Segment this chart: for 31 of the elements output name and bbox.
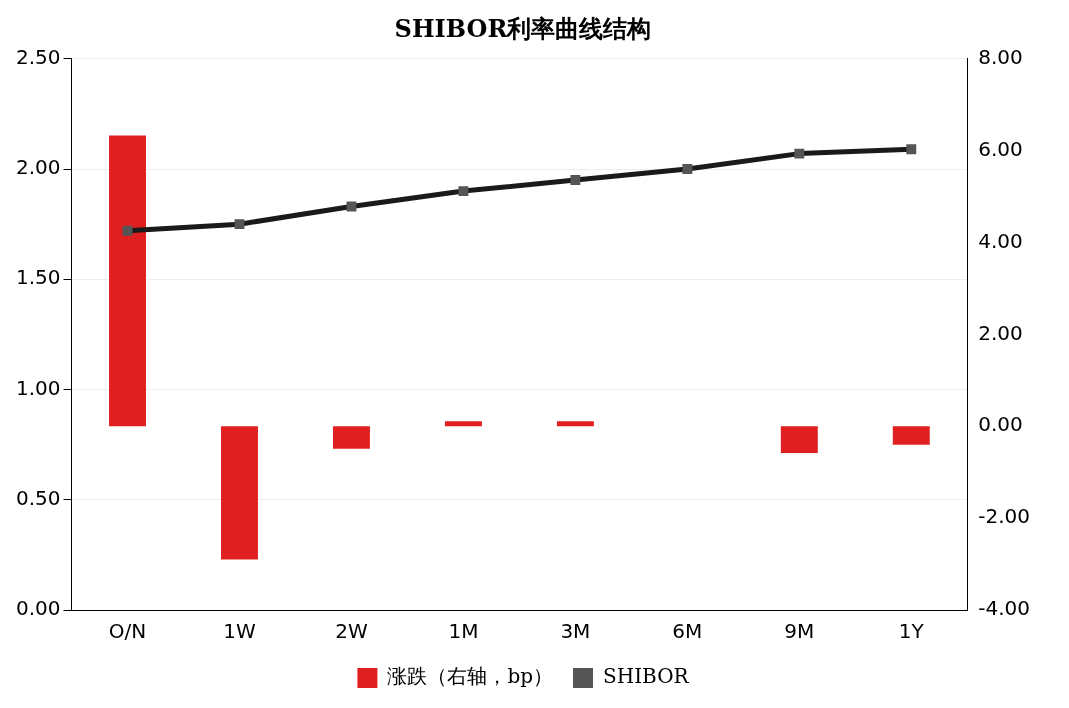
y2-tick-label: 8.00 xyxy=(978,45,1023,69)
y2-tick-label: 0.00 xyxy=(978,412,1023,437)
chart-title: SHIBOR利率曲线结构 xyxy=(394,13,652,43)
y-tick-label: 0.50 xyxy=(16,485,61,510)
bar xyxy=(221,426,258,560)
bar xyxy=(332,426,370,449)
y-tick-label: 1.50 xyxy=(16,265,61,290)
y2-tick-label: 4.00 xyxy=(978,228,1023,253)
y2-tick-label: 6.00 xyxy=(978,136,1023,161)
x-tick-label: 1M xyxy=(448,619,479,644)
y2-tick-label: 2.00 xyxy=(978,320,1023,345)
legend-label: 涨跌（右轴，bp） xyxy=(387,664,554,689)
bar xyxy=(109,135,146,427)
y-tick-label: 1.00 xyxy=(16,375,61,400)
x-tick-label: 3M xyxy=(560,619,591,644)
x-tick-label: 9M xyxy=(784,619,815,644)
bar xyxy=(780,426,818,453)
x-tick-label: 2W xyxy=(335,619,368,644)
x-tick-label: 1W xyxy=(223,619,256,644)
bar xyxy=(556,421,594,427)
y2-tick-label: -2.00 xyxy=(978,504,1030,529)
y2-tick-label: -4.00 xyxy=(978,596,1030,621)
bar xyxy=(444,421,482,427)
x-tick-label: 1Y xyxy=(898,619,925,644)
y-tick-label: 0.00 xyxy=(16,596,61,621)
x-tick-label: 6M xyxy=(672,619,703,644)
bar xyxy=(892,426,930,445)
x-tick-label: O/N xyxy=(108,619,147,644)
legend-label: SHIBOR xyxy=(603,664,690,689)
y-tick-label: 2.50 xyxy=(16,45,61,69)
y-tick-label: 2.00 xyxy=(16,155,61,180)
